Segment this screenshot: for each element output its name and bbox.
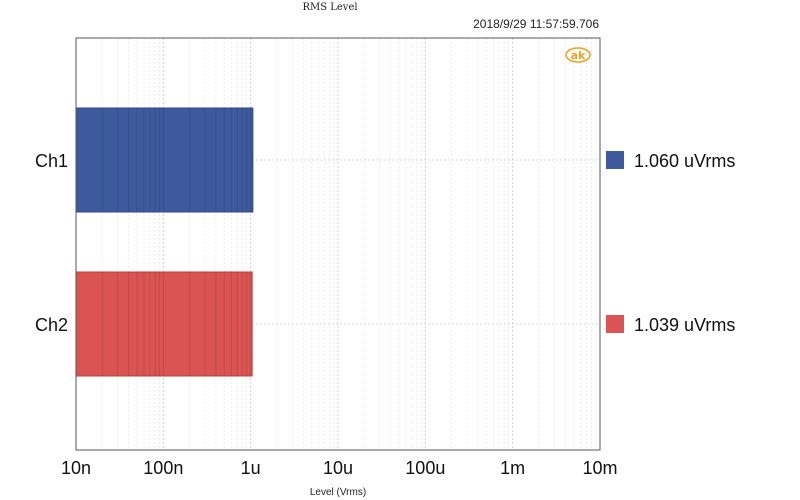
logo: ak [565,47,591,63]
bar-ch2 [75,271,253,377]
x-tick-label: 10m [582,458,617,478]
chart-title: RMS Level [302,2,357,13]
legend-label: 1.039 uVrms [634,315,735,335]
logo-text: ak [571,49,586,62]
x-ticks: 10n 100n 1u 10u 100u 1m 10m [61,458,618,478]
legend-swatch [606,151,624,169]
plot-frame [75,37,601,451]
bars [75,107,254,377]
grid [76,38,600,450]
x-axis-label: Level (Vrms) [310,487,366,498]
categories: Ch1 Ch2 [35,151,68,335]
x-tick-label: 10u [323,458,353,478]
legend-swatch [606,315,624,333]
x-tick-label: 100u [405,458,445,478]
x-tick-label: 10n [61,458,91,478]
bar-ch1 [75,107,254,213]
x-tick-label: 1m [500,458,525,478]
category-label: Ch1 [35,151,68,171]
category-label: Ch2 [35,315,68,335]
legend-label: 1.060 uVrms [634,151,735,171]
x-tick-label: 100n [143,458,183,478]
timestamp: 2018/9/29 11:57:59.706 [473,17,599,31]
legend: 1.060 uVrms 1.039 uVrms [606,151,735,335]
x-tick-label: 1u [241,458,261,478]
